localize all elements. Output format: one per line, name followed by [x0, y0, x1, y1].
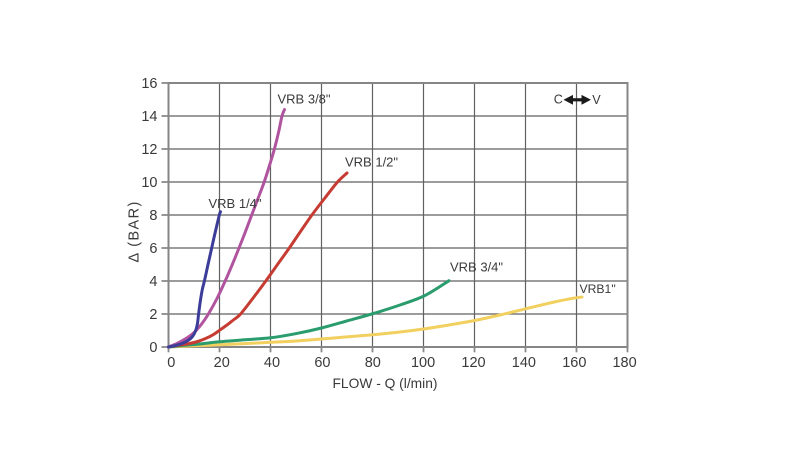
svg-text:140: 140 [512, 355, 536, 371]
svg-text:0: 0 [149, 340, 157, 356]
svg-text:C: C [554, 92, 563, 106]
svg-text:120: 120 [461, 355, 485, 371]
svg-text:16: 16 [141, 76, 157, 92]
svg-text:VRB1": VRB1" [580, 282, 616, 296]
svg-text:6: 6 [149, 241, 157, 257]
svg-text:4: 4 [149, 274, 157, 290]
svg-text:VRB 3/8": VRB 3/8" [278, 91, 331, 106]
svg-text:Δ (BAR): Δ (BAR) [127, 200, 143, 262]
svg-text:8: 8 [149, 208, 157, 224]
svg-text:0: 0 [167, 355, 175, 371]
svg-text:10: 10 [141, 175, 157, 191]
svg-text:V: V [592, 93, 601, 107]
svg-text:VRB 1/4": VRB 1/4" [209, 196, 262, 211]
svg-text:VRB 1/2": VRB 1/2" [345, 155, 398, 170]
svg-text:80: 80 [365, 355, 381, 371]
svg-text:180: 180 [612, 355, 636, 371]
svg-text:14: 14 [141, 109, 157, 125]
svg-text:60: 60 [314, 355, 330, 371]
svg-text:VRB 3/4": VRB 3/4" [450, 260, 503, 275]
svg-text:100: 100 [411, 355, 435, 371]
svg-text:40: 40 [264, 355, 280, 371]
svg-text:2: 2 [149, 307, 157, 323]
svg-text:20: 20 [214, 355, 230, 371]
svg-text:12: 12 [141, 142, 157, 158]
svg-text:FLOW - Q (l/min): FLOW - Q (l/min) [333, 376, 438, 391]
svg-text:160: 160 [562, 355, 586, 371]
